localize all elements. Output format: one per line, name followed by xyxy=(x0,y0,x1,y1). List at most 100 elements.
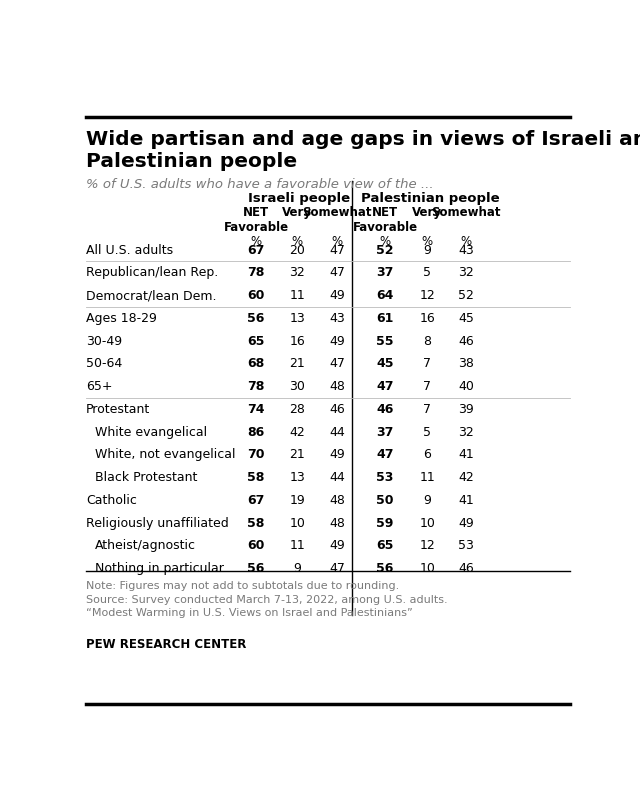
Text: 10: 10 xyxy=(419,561,435,574)
Text: 44: 44 xyxy=(329,425,345,438)
Text: All U.S. adults: All U.S. adults xyxy=(86,243,173,256)
Text: Religiously unaffiliated: Religiously unaffiliated xyxy=(86,516,228,529)
Text: 21: 21 xyxy=(289,448,305,460)
Text: 32: 32 xyxy=(458,266,474,279)
Text: NET
Favorable: NET Favorable xyxy=(353,206,418,234)
Text: Ages 18-29: Ages 18-29 xyxy=(86,311,157,324)
Text: 67: 67 xyxy=(248,493,265,506)
Text: 49: 49 xyxy=(329,539,345,552)
Text: Note: Figures may not add to subtotals due to rounding.
Source: Survey conducted: Note: Figures may not add to subtotals d… xyxy=(86,580,447,618)
Text: Israeli people: Israeli people xyxy=(248,192,350,205)
Text: 67: 67 xyxy=(248,243,265,256)
Text: 37: 37 xyxy=(376,266,394,279)
Text: 47: 47 xyxy=(329,357,345,370)
Text: 60: 60 xyxy=(248,539,265,552)
Text: Somewhat: Somewhat xyxy=(302,206,372,219)
Text: 43: 43 xyxy=(329,311,345,324)
Text: 32: 32 xyxy=(458,425,474,438)
Text: Democrat/lean Dem.: Democrat/lean Dem. xyxy=(86,289,216,302)
Text: 65: 65 xyxy=(248,334,265,347)
Text: 47: 47 xyxy=(329,243,345,256)
Text: %: % xyxy=(292,235,303,248)
Text: 64: 64 xyxy=(376,289,394,302)
Text: % of U.S. adults who have a favorable view of the ...: % of U.S. adults who have a favorable vi… xyxy=(86,178,433,191)
Text: 10: 10 xyxy=(419,516,435,529)
Text: 50-64: 50-64 xyxy=(86,357,122,370)
Text: 6: 6 xyxy=(423,448,431,460)
Text: 46: 46 xyxy=(458,561,474,574)
Text: 68: 68 xyxy=(248,357,265,370)
Text: 5: 5 xyxy=(423,425,431,438)
Text: 30-49: 30-49 xyxy=(86,334,122,347)
Text: 65+: 65+ xyxy=(86,379,113,392)
Text: 59: 59 xyxy=(376,516,394,529)
Text: 16: 16 xyxy=(289,334,305,347)
Text: 16: 16 xyxy=(419,311,435,324)
Text: 28: 28 xyxy=(289,403,305,415)
Text: 86: 86 xyxy=(248,425,265,438)
Text: 11: 11 xyxy=(289,289,305,302)
Text: %: % xyxy=(380,235,390,248)
Text: 9: 9 xyxy=(293,561,301,574)
Text: 56: 56 xyxy=(376,561,394,574)
Text: 52: 52 xyxy=(458,289,474,302)
Text: Palestinian people: Palestinian people xyxy=(361,192,500,205)
Text: 46: 46 xyxy=(376,403,394,415)
Text: 43: 43 xyxy=(458,243,474,256)
Text: 47: 47 xyxy=(329,266,345,279)
Text: 78: 78 xyxy=(248,379,265,392)
Text: 46: 46 xyxy=(329,403,345,415)
Text: 8: 8 xyxy=(423,334,431,347)
Text: 41: 41 xyxy=(458,448,474,460)
Text: 48: 48 xyxy=(329,379,345,392)
Text: 45: 45 xyxy=(376,357,394,370)
Text: 30: 30 xyxy=(289,379,305,392)
Text: 9: 9 xyxy=(423,243,431,256)
Text: 70: 70 xyxy=(247,448,265,460)
Text: Catholic: Catholic xyxy=(86,493,137,506)
Text: Nothing in particular: Nothing in particular xyxy=(95,561,224,574)
Text: 60: 60 xyxy=(248,289,265,302)
Text: White evangelical: White evangelical xyxy=(95,425,207,438)
Text: 55: 55 xyxy=(376,334,394,347)
Text: White, not evangelical: White, not evangelical xyxy=(95,448,236,460)
Text: 21: 21 xyxy=(289,357,305,370)
Text: 47: 47 xyxy=(376,379,394,392)
Text: Atheist/agnostic: Atheist/agnostic xyxy=(95,539,196,552)
Text: 49: 49 xyxy=(329,448,345,460)
Text: 12: 12 xyxy=(419,539,435,552)
Text: 65: 65 xyxy=(376,539,394,552)
Text: 9: 9 xyxy=(423,493,431,506)
Text: 47: 47 xyxy=(329,561,345,574)
Text: 10: 10 xyxy=(289,516,305,529)
Text: 45: 45 xyxy=(458,311,474,324)
Text: 20: 20 xyxy=(289,243,305,256)
Text: Republican/lean Rep.: Republican/lean Rep. xyxy=(86,266,218,279)
Text: 40: 40 xyxy=(458,379,474,392)
Text: 42: 42 xyxy=(289,425,305,438)
Text: Protestant: Protestant xyxy=(86,403,150,415)
Text: 13: 13 xyxy=(289,311,305,324)
Text: 7: 7 xyxy=(423,357,431,370)
Text: 11: 11 xyxy=(419,471,435,484)
Text: 42: 42 xyxy=(458,471,474,484)
Text: Somewhat: Somewhat xyxy=(431,206,500,219)
Text: 39: 39 xyxy=(458,403,474,415)
Text: %: % xyxy=(460,235,472,248)
Text: 5: 5 xyxy=(423,266,431,279)
Text: 61: 61 xyxy=(376,311,394,324)
Text: 11: 11 xyxy=(289,539,305,552)
Text: 49: 49 xyxy=(329,334,345,347)
Text: %: % xyxy=(422,235,433,248)
Text: 49: 49 xyxy=(458,516,474,529)
Text: PEW RESEARCH CENTER: PEW RESEARCH CENTER xyxy=(86,638,246,650)
Text: 7: 7 xyxy=(423,403,431,415)
Text: 19: 19 xyxy=(289,493,305,506)
Text: Very: Very xyxy=(282,206,312,219)
Text: 78: 78 xyxy=(248,266,265,279)
Text: 50: 50 xyxy=(376,493,394,506)
Text: Wide partisan and age gaps in views of Israeli and
Palestinian people: Wide partisan and age gaps in views of I… xyxy=(86,130,640,170)
Text: NET
Favorable: NET Favorable xyxy=(223,206,289,234)
Text: 58: 58 xyxy=(248,516,265,529)
Text: %: % xyxy=(250,235,262,248)
